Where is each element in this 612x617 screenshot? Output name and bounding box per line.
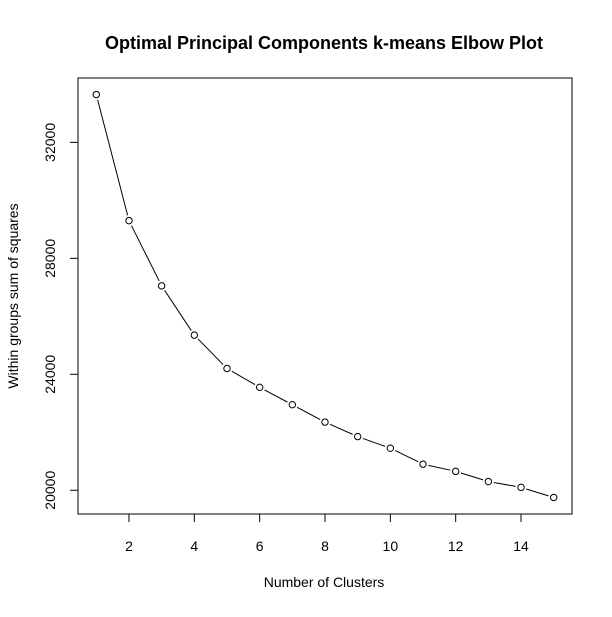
series-segment	[164, 290, 192, 331]
x-axis: 2 4 6 8 10 12 14	[125, 513, 529, 554]
series-segment	[460, 472, 484, 481]
plot-frame	[77, 77, 573, 515]
data-point	[288, 401, 297, 409]
y-axis-label: Within groups sum of squares	[5, 203, 21, 388]
x-tick-label: 14	[513, 538, 529, 554]
y-tick-label: 32000	[42, 123, 58, 162]
data-point	[190, 331, 199, 339]
series-segment	[97, 99, 129, 216]
series-segment	[395, 450, 419, 463]
data-point	[484, 477, 493, 486]
data-point	[386, 444, 395, 452]
data-point	[255, 383, 264, 392]
data-point	[157, 282, 166, 290]
series-segment	[231, 370, 256, 386]
series-points	[92, 90, 558, 502]
data-point	[517, 483, 525, 492]
x-tick-label: 2	[125, 538, 133, 554]
data-point	[92, 90, 100, 99]
x-tick-label: 4	[190, 538, 198, 554]
data-point	[223, 364, 231, 373]
y-tick-label: 20000	[42, 471, 58, 510]
x-tick-label: 10	[383, 538, 399, 554]
series-segment	[428, 464, 451, 471]
series-segment	[329, 423, 353, 435]
data-point	[419, 460, 427, 468]
x-tick-label: 8	[321, 538, 329, 554]
data-point	[353, 432, 362, 441]
series-segment	[493, 482, 516, 487]
series-segment	[264, 389, 288, 403]
x-tick-label: 6	[256, 538, 264, 554]
data-point	[321, 418, 329, 426]
series-segment	[296, 406, 321, 420]
data-point	[125, 216, 133, 225]
series-segment	[362, 437, 386, 447]
y-axis: 20000 24000 28000 32000	[42, 123, 79, 510]
series-segment	[197, 338, 224, 365]
chart-title: Optimal Principal Components k-means Elb…	[105, 33, 543, 53]
y-tick-label: 28000	[42, 239, 58, 278]
data-point	[550, 493, 558, 502]
x-axis-label: Number of Clusters	[264, 574, 385, 590]
data-point	[451, 467, 460, 476]
series-segment	[130, 225, 160, 282]
y-tick-label: 24000	[42, 355, 58, 394]
series-segment	[526, 488, 549, 497]
x-tick-label: 12	[448, 538, 464, 554]
series-line	[97, 99, 549, 497]
